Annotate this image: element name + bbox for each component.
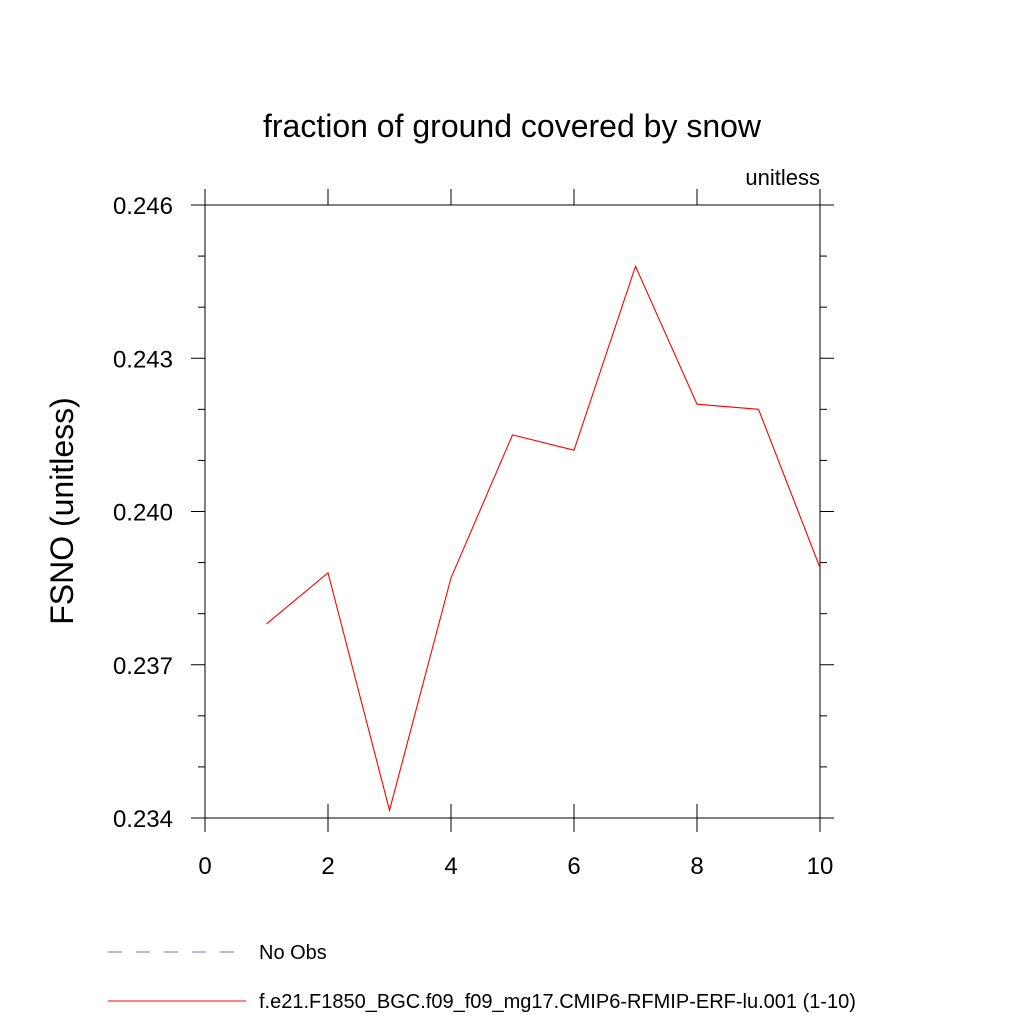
series-layer <box>266 264 821 813</box>
chart-title: fraction of ground covered by snow <box>263 108 762 144</box>
x-tick-label: 0 <box>198 853 211 880</box>
x-tick-label: 2 <box>321 853 334 880</box>
units-label: unitless <box>745 165 820 190</box>
x-tick-label: 8 <box>690 853 703 880</box>
legend-item: f.e21.F1850_BGC.f09_f09_mg17.CMIP6-RFMIP… <box>108 991 856 1013</box>
y-tick-label: 0.240 <box>113 500 173 527</box>
y-axis-label: FSNO (unitless) <box>44 397 80 625</box>
plot-frame <box>204 204 821 819</box>
legend-label: No Obs <box>259 942 327 964</box>
legend-label: f.e21.F1850_BGC.f09_f09_mg17.CMIP6-RFMIP… <box>259 991 856 1013</box>
x-tick-label: 4 <box>444 853 457 880</box>
x-tick-label: 10 <box>807 853 834 880</box>
y-tick-label: 0.237 <box>113 653 173 680</box>
legend: No Obs f.e21.F1850_BGC.f09_f09_mg17.CMIP6… <box>108 942 856 1013</box>
x-tick-label: 6 <box>567 853 580 880</box>
y-tick-label: 0.246 <box>113 193 173 220</box>
y-tick-label: 0.243 <box>113 346 173 373</box>
legend-item: No Obs <box>108 942 327 964</box>
y-tick-label: 0.234 <box>113 806 173 833</box>
series-line <box>266 264 821 813</box>
plot-axes: 0 2 4 6 8 10 0.234 0.237 0.240 0.243 0.246 <box>113 189 834 880</box>
